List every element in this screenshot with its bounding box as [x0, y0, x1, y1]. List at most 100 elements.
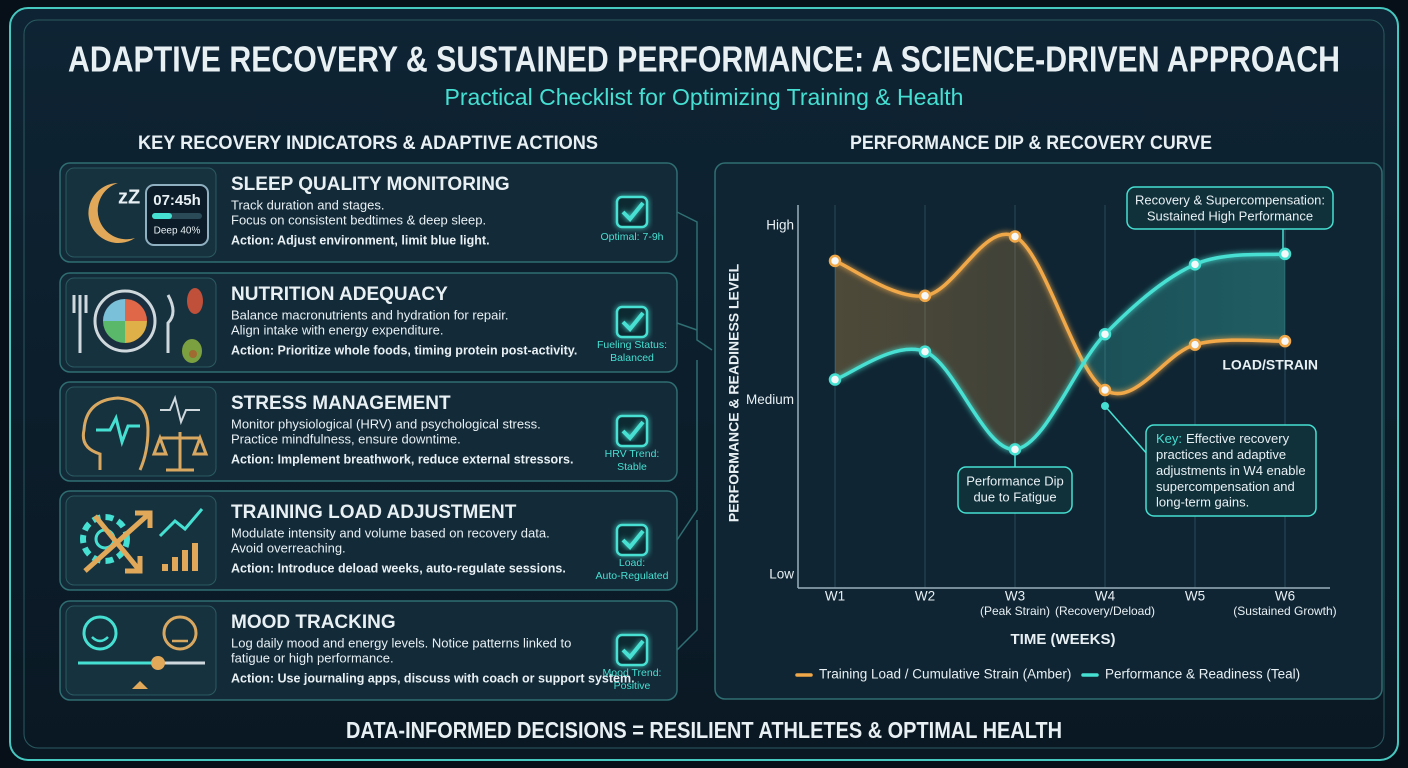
point — [918, 289, 932, 303]
icon-box — [65, 605, 217, 696]
point — [1098, 383, 1112, 397]
card-text: fatigue or high performance. — [231, 650, 394, 665]
pulse-icon — [96, 413, 140, 448]
subtitle: Practical Checklist for Optimizing Train… — [445, 84, 964, 110]
status-text: Load: — [619, 557, 645, 569]
bar-icon — [162, 564, 168, 571]
title: ADAPTIVE RECOVERY & SUSTAINED PERFORMANC… — [68, 39, 1340, 80]
connectors — [676, 211, 713, 651]
point — [1008, 443, 1022, 456]
x-tick-label: W6 — [1275, 589, 1295, 604]
x-tick-note: (Sustained Growth) — [1233, 604, 1336, 618]
card-title: SLEEP QUALITY MONITORING — [231, 174, 510, 195]
card: TRAINING LOAD ADJUSTMENT Modulate intensi… — [59, 490, 678, 591]
status-text: Fueling Status: — [597, 339, 667, 351]
checkbox — [615, 633, 649, 667]
plate-part — [103, 299, 125, 321]
sleep-bar-fill — [152, 213, 172, 219]
x-tick-note: (Peak Strain) — [980, 604, 1050, 618]
annotation-text: Key: Effective recovery — [1156, 431, 1290, 446]
annotation-text: long-term gains. — [1156, 495, 1249, 510]
annotation-text: Performance Dip — [966, 473, 1064, 488]
card-title: STRESS MANAGEMENT — [231, 393, 451, 414]
icon-box — [65, 386, 217, 477]
between-area — [835, 234, 1285, 450]
annotation-text: Recovery & Supercompensation: — [1135, 192, 1325, 207]
status-text: Optimal: 7-9h — [600, 231, 663, 243]
point — [1188, 258, 1202, 271]
icon-text: 07:45h — [153, 192, 201, 209]
card-text: Focus on consistent bedtimes & deep slee… — [231, 212, 486, 227]
card-text: Balance macronutrients and hydration for… — [231, 307, 509, 322]
face-icon — [162, 615, 198, 651]
trend-icon — [158, 508, 204, 538]
y-tick-label: Medium — [746, 392, 794, 407]
series-end-label: LOAD/STRAIN — [1222, 357, 1318, 373]
card: MOOD TRACKING Log daily mood and energy l… — [59, 600, 678, 701]
slider-base — [132, 681, 148, 689]
checkmark — [621, 639, 645, 660]
card-text: Monitor physiological (HRV) and psycholo… — [231, 416, 541, 431]
card-text: Modulate intensity and volume based on r… — [231, 525, 550, 540]
point — [828, 373, 842, 386]
checkmark — [621, 529, 645, 550]
card: zZ 07:45h Deep 40% SLEEP QUALITY MONITORING… — [59, 162, 678, 263]
checkbox — [615, 195, 649, 229]
annotation-text: due to Fatigue — [973, 489, 1056, 504]
point — [918, 345, 932, 358]
point — [1278, 334, 1292, 348]
section-heading: KEY RECOVERY INDICATORS & ADAPTIVE ACTIO… — [138, 133, 598, 154]
head-icon — [81, 396, 150, 471]
fork-icon — [72, 295, 88, 353]
inner-frame — [23, 19, 1385, 749]
cards: zZ 07:45h Deep 40% SLEEP QUALITY MONITORING… — [59, 162, 678, 701]
card-action: Action: Adjust environment, limit blue l… — [231, 233, 490, 247]
bar-icon — [192, 543, 198, 571]
point — [828, 254, 842, 268]
bar-icon — [172, 557, 178, 571]
x-tick-label: W5 — [1185, 589, 1205, 604]
annotation-text: supercompensation and — [1156, 479, 1295, 494]
status-text: Positive — [614, 680, 651, 692]
card-title: NUTRITION ADEQUACY — [231, 284, 448, 305]
key-prefix: Key: — [1156, 431, 1182, 446]
status-text: Balanced — [610, 352, 654, 364]
bar-icon — [182, 550, 188, 571]
x-axis-label: TIME (WEEKS) — [1011, 631, 1116, 648]
card-text: Avoid overreaching. — [231, 540, 346, 555]
face-icon — [82, 615, 118, 651]
footer: DATA-INFORMED DECISIONS = RESILIENT ATHL… — [346, 717, 1062, 743]
plate-part — [125, 321, 147, 343]
y-tick-label: High — [766, 218, 794, 233]
x-tick-note: (Recovery/Deload) — [1055, 604, 1155, 618]
icon-text: zZ — [118, 186, 140, 208]
status-text: Mood Trend: — [603, 667, 662, 679]
point — [1278, 247, 1292, 261]
chart-title: PERFORMANCE DIP & RECOVERY CURVE — [850, 133, 1212, 154]
annotation-box — [1145, 424, 1317, 517]
x-tick-label: W3 — [1005, 589, 1025, 604]
card-text: Track duration and stages. — [231, 197, 384, 212]
card-action: Action: Prioritize whole foods, timing p… — [231, 343, 577, 357]
checkmark — [621, 311, 645, 332]
card-action: Action: Introduce deload weeks, auto-reg… — [231, 561, 566, 575]
x-tick-label: W4 — [1095, 589, 1116, 604]
annotation-box — [957, 466, 1073, 514]
gear-icon — [80, 514, 130, 564]
y-tick-label: Low — [769, 567, 794, 582]
point — [1098, 327, 1112, 341]
annotation-text: practices and adaptive — [1156, 447, 1286, 462]
knife-icon — [166, 294, 175, 353]
checkmark — [621, 420, 645, 441]
icon-text: Deep 40% — [154, 226, 201, 237]
card-title: TRAINING LOAD ADJUSTMENT — [231, 502, 517, 523]
status-text: Stable — [617, 461, 647, 473]
point — [1008, 230, 1022, 243]
checkmark — [621, 201, 645, 222]
annotation-connector — [1104, 405, 1149, 456]
card-action: Action: Use journaling apps, discuss wit… — [231, 671, 635, 685]
annotation-text: adjustments in W4 enable — [1156, 463, 1306, 478]
point — [1188, 338, 1202, 351]
